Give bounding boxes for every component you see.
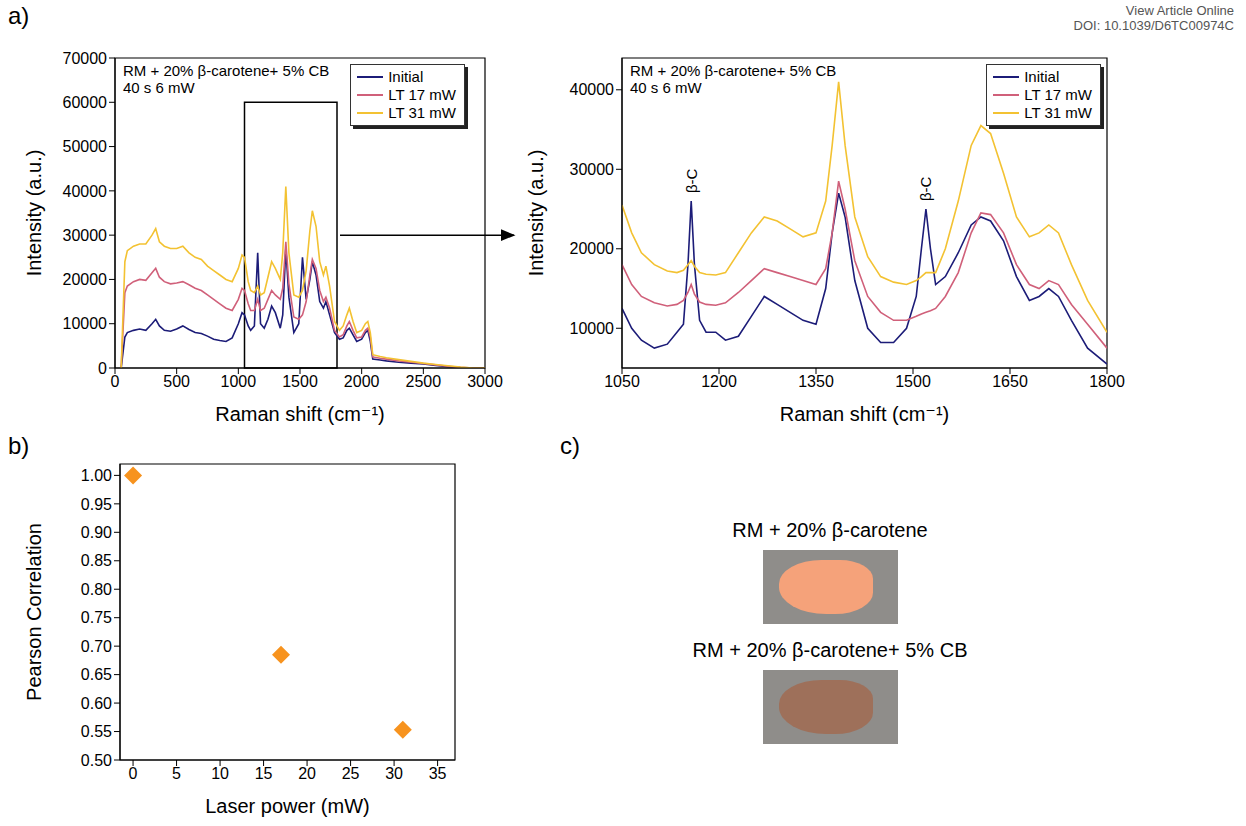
- svg-text:0.65: 0.65: [81, 666, 112, 683]
- svg-text:10000: 10000: [570, 320, 615, 337]
- svg-text:0: 0: [129, 765, 138, 782]
- html-text:Initial: Initial: [1024, 68, 1060, 85]
- svg-text:1500: 1500: [282, 373, 318, 390]
- svg-text:1.00: 1.00: [81, 467, 112, 484]
- svg-text:0.85: 0.85: [81, 552, 112, 569]
- html-text:Initial: Initial: [388, 68, 424, 85]
- html-text:LT 17 mW: LT 17 mW: [388, 86, 456, 103]
- svg-text:50000: 50000: [63, 138, 108, 155]
- html-text:40 s 6 mW: 40 s 6 mW: [630, 79, 702, 96]
- svg-text:20: 20: [298, 765, 316, 782]
- svg-text:20000: 20000: [63, 271, 108, 288]
- svg-text:0.75: 0.75: [81, 609, 112, 626]
- svg-text:2500: 2500: [406, 373, 442, 390]
- html-text:c): c): [560, 432, 580, 459]
- svg-text:10000: 10000: [63, 315, 108, 332]
- svg-text:15: 15: [255, 765, 273, 782]
- svg-text:0.50: 0.50: [81, 752, 112, 769]
- svg-text:60000: 60000: [63, 94, 108, 111]
- svg-text:1050: 1050: [604, 373, 640, 390]
- svg-text:β-C: β-C: [917, 176, 934, 201]
- html-text:40 s 6 mW: 40 s 6 mW: [123, 79, 195, 96]
- svg-text:0: 0: [111, 373, 120, 390]
- svg-text:40000: 40000: [570, 81, 615, 98]
- svg-text:30000: 30000: [63, 227, 108, 244]
- svg-text:Laser power (mW): Laser power (mW): [205, 795, 369, 817]
- svg-text:10: 10: [211, 765, 229, 782]
- svg-text:Intensity (a.u.): Intensity (a.u.): [525, 150, 547, 277]
- html-text:LT 31 mW: LT 31 mW: [1024, 104, 1092, 121]
- svg-text:500: 500: [163, 373, 190, 390]
- svg-text:Pearson Correlation: Pearson Correlation: [23, 523, 45, 701]
- svg-text:1650: 1650: [992, 373, 1028, 390]
- svg-text:0.55: 0.55: [81, 723, 112, 740]
- html-text:DOI: 10.1039/D6TC00974C: DOI: 10.1039/D6TC00974C: [1073, 18, 1234, 33]
- html-text:b): b): [8, 432, 30, 459]
- svg-text:1500: 1500: [895, 373, 931, 390]
- svg-text:30000: 30000: [570, 161, 615, 178]
- svg-text:30: 30: [385, 765, 403, 782]
- svg-text:Raman shift (cm⁻¹): Raman shift (cm⁻¹): [215, 403, 384, 425]
- html-text:LT 31 mW: LT 31 mW: [388, 104, 456, 121]
- svg-text:0.60: 0.60: [81, 695, 112, 712]
- svg-text:0.95: 0.95: [81, 496, 112, 513]
- svg-text:Raman shift (cm⁻¹): Raman shift (cm⁻¹): [780, 403, 949, 425]
- svg-text:40000: 40000: [63, 183, 108, 200]
- svg-text:0.70: 0.70: [81, 638, 112, 655]
- html-text:RM + 20% β-carotene+ 5% CB: RM + 20% β-carotene+ 5% CB: [123, 62, 330, 79]
- svg-text:0.80: 0.80: [81, 581, 112, 598]
- html-text:LT 17 mW: LT 17 mW: [1024, 86, 1092, 103]
- svg-text:20000: 20000: [570, 240, 615, 257]
- svg-text:1350: 1350: [798, 373, 834, 390]
- svg-text:0: 0: [98, 360, 107, 377]
- svg-text:25: 25: [342, 765, 360, 782]
- html-text:RM + 20% β-carotene+ 5% CB: RM + 20% β-carotene+ 5% CB: [630, 62, 837, 79]
- html-text:a): a): [8, 2, 30, 29]
- svg-text:70000: 70000: [63, 50, 108, 67]
- svg-text:2000: 2000: [344, 373, 380, 390]
- svg-text:β-C: β-C: [683, 168, 700, 193]
- svg-text:35: 35: [429, 765, 447, 782]
- html-text:RM + 20% β-carotene: RM + 20% β-carotene: [732, 519, 928, 541]
- svg-text:3000: 3000: [467, 373, 503, 390]
- html-text:RM + 20% β-carotene+ 5% CB: RM + 20% β-carotene+ 5% CB: [692, 639, 968, 661]
- html-text:View Article Online: View Article Online: [1125, 3, 1234, 18]
- svg-text:1200: 1200: [701, 373, 737, 390]
- svg-text:1800: 1800: [1089, 373, 1125, 390]
- svg-text:Intensity (a.u.): Intensity (a.u.): [23, 150, 45, 277]
- svg-text:1000: 1000: [221, 373, 257, 390]
- svg-text:5: 5: [172, 765, 181, 782]
- svg-text:0.90: 0.90: [81, 524, 112, 541]
